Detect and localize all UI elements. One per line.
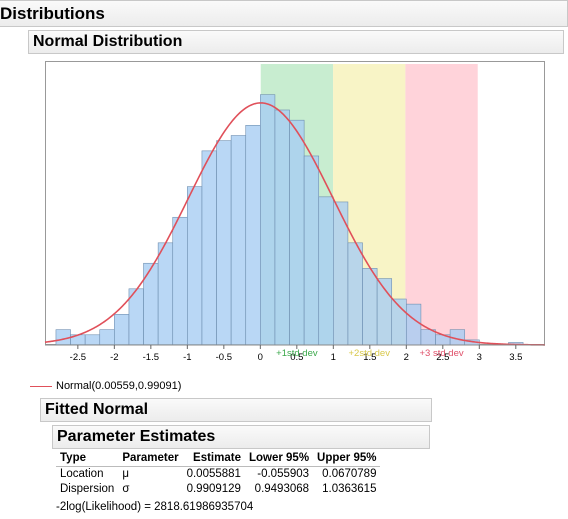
- histogram-bar: [260, 94, 276, 346]
- distributions-header[interactable]: Distributions: [0, 0, 568, 27]
- x-tick-label: 2.5: [436, 352, 449, 363]
- x-tick-label: -2: [110, 352, 118, 363]
- cell-estimate: 0.0055881: [186, 468, 241, 480]
- histogram-bar: [289, 119, 305, 346]
- histogram-bar: [406, 303, 422, 346]
- histogram-bar: [245, 125, 261, 346]
- fitted-normal-header[interactable]: Fitted Normal: [40, 398, 432, 422]
- histogram-bar: [187, 186, 203, 346]
- table-header-row: Type Parameter Estimate Lower 95% Upper …: [56, 451, 381, 467]
- legend-label: Normal(0.00559,0.99091): [56, 380, 182, 392]
- table-row: Dispersion σ 0.9909129 0.9493068 1.03636…: [56, 482, 380, 497]
- x-tick-label: -1.5: [143, 352, 159, 363]
- histogram-bar: [201, 150, 217, 346]
- x-tick-label: 3.5: [509, 352, 522, 363]
- parameter-estimates-table: Type Parameter Estimate Lower 95% Upper …: [56, 451, 381, 497]
- histogram-bar: [216, 140, 232, 346]
- cell-estimate: 0.9909129: [186, 483, 241, 495]
- histogram-bar: [230, 135, 247, 346]
- cell-upper95: 0.0670789: [322, 468, 377, 480]
- x-tick-label: 2: [404, 352, 409, 363]
- legend-line-icon: [30, 385, 52, 387]
- col-estimate: Estimate: [182, 451, 245, 467]
- parameter-estimates-header[interactable]: Parameter Estimates: [52, 425, 430, 449]
- col-upper95: Upper 95%: [313, 451, 381, 467]
- histogram-bar: [274, 109, 290, 346]
- histogram-bar: [114, 314, 130, 346]
- col-parameter: Parameter: [118, 451, 183, 467]
- col-lower95: Lower 95%: [244, 451, 314, 467]
- x-tick-label: 1: [331, 352, 336, 363]
- cell-lower95: 0.9493068: [254, 483, 310, 495]
- std-band-label: +1std dev: [276, 348, 318, 359]
- std-band-label: +3 std dev: [420, 348, 464, 359]
- x-tick-label: 0.5: [290, 352, 303, 363]
- table-row: Location μ 0.0055881 -0.055903 0.0670789: [56, 467, 380, 483]
- parameter-estimates-title: Parameter Estimates: [57, 428, 216, 445]
- distributions-title: Distributions: [0, 3, 105, 23]
- x-tick-label: 3: [477, 352, 482, 363]
- std-band: [405, 64, 478, 345]
- histogram-bar: [172, 216, 188, 346]
- loglikelihood-text: -2log(Likelihood) = 2818.61986935704: [56, 501, 254, 513]
- histogram-bar: [362, 268, 378, 346]
- cell-parameter: μ: [122, 468, 129, 480]
- histogram-bar: [84, 334, 101, 346]
- histogram-bar: [157, 242, 174, 346]
- cell-lower95: -0.055903: [257, 468, 310, 480]
- normal-curve: [44, 102, 545, 346]
- cell-type: Dispersion: [60, 483, 115, 495]
- x-tick-label: -2.5: [70, 352, 86, 363]
- normal-distribution-title: Normal Distribution: [33, 33, 183, 50]
- cell-upper95: 1.0363615: [322, 483, 377, 495]
- histogram-bar: [318, 196, 334, 346]
- normal-distribution-header[interactable]: Normal Distribution: [28, 30, 564, 54]
- cell-parameter: σ: [122, 483, 130, 495]
- x-tick-label: 0: [258, 352, 263, 363]
- x-tick-label: -1: [183, 352, 191, 363]
- curve-legend: Normal(0.00559,0.99091): [30, 380, 181, 392]
- fitted-normal-title: Fitted Normal: [45, 401, 149, 418]
- histogram-bar: [420, 329, 436, 346]
- histogram-bar: [99, 329, 115, 346]
- x-tick-label: -0.5: [216, 352, 232, 363]
- std-band-label: +2std dev: [348, 348, 390, 359]
- histogram-bar: [347, 242, 363, 346]
- histogram-bar: [303, 155, 320, 346]
- col-type: Type: [56, 451, 119, 467]
- cell-type: Location: [60, 468, 104, 480]
- x-tick-label: 1.5: [363, 352, 376, 363]
